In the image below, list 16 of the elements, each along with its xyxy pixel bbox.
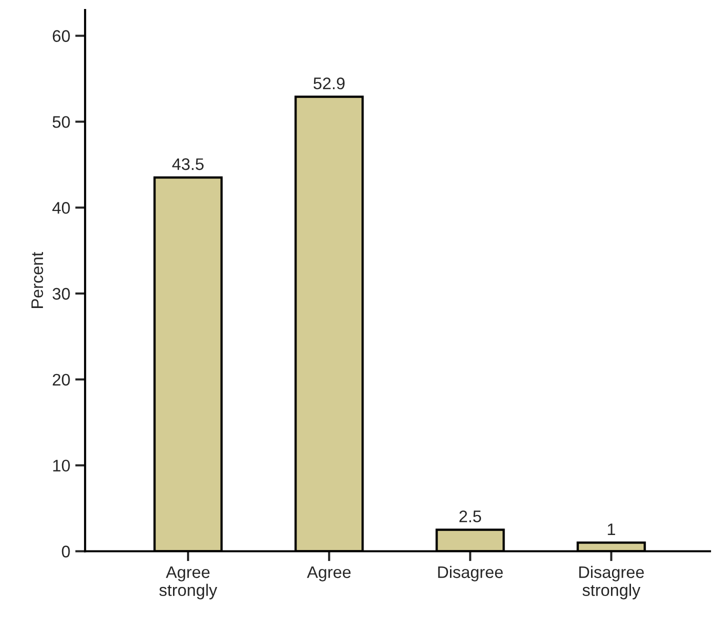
y-tick-label: 10: [53, 460, 70, 472]
x-tick-label: Disagree: [438, 566, 503, 582]
data-label: 43.5: [172, 158, 204, 170]
data-label: 52.9: [314, 78, 345, 90]
x-tick-label: Agree strongly: [159, 566, 218, 600]
data-label: 1: [608, 524, 616, 536]
y-tick-label: 0: [62, 546, 70, 558]
y-tick-label: 50: [52, 116, 70, 128]
y-axis-title: Percent: [31, 252, 44, 308]
data-label: 2.5: [459, 510, 482, 522]
y-tick-label: 60: [52, 30, 70, 42]
x-tick-label: Disagree strongly: [579, 566, 644, 600]
x-tick-label: Agree: [306, 566, 351, 582]
y-tick-label: 20: [52, 374, 70, 386]
y-tick-label: 30: [52, 288, 70, 300]
y-tick-label: 40: [52, 202, 70, 214]
